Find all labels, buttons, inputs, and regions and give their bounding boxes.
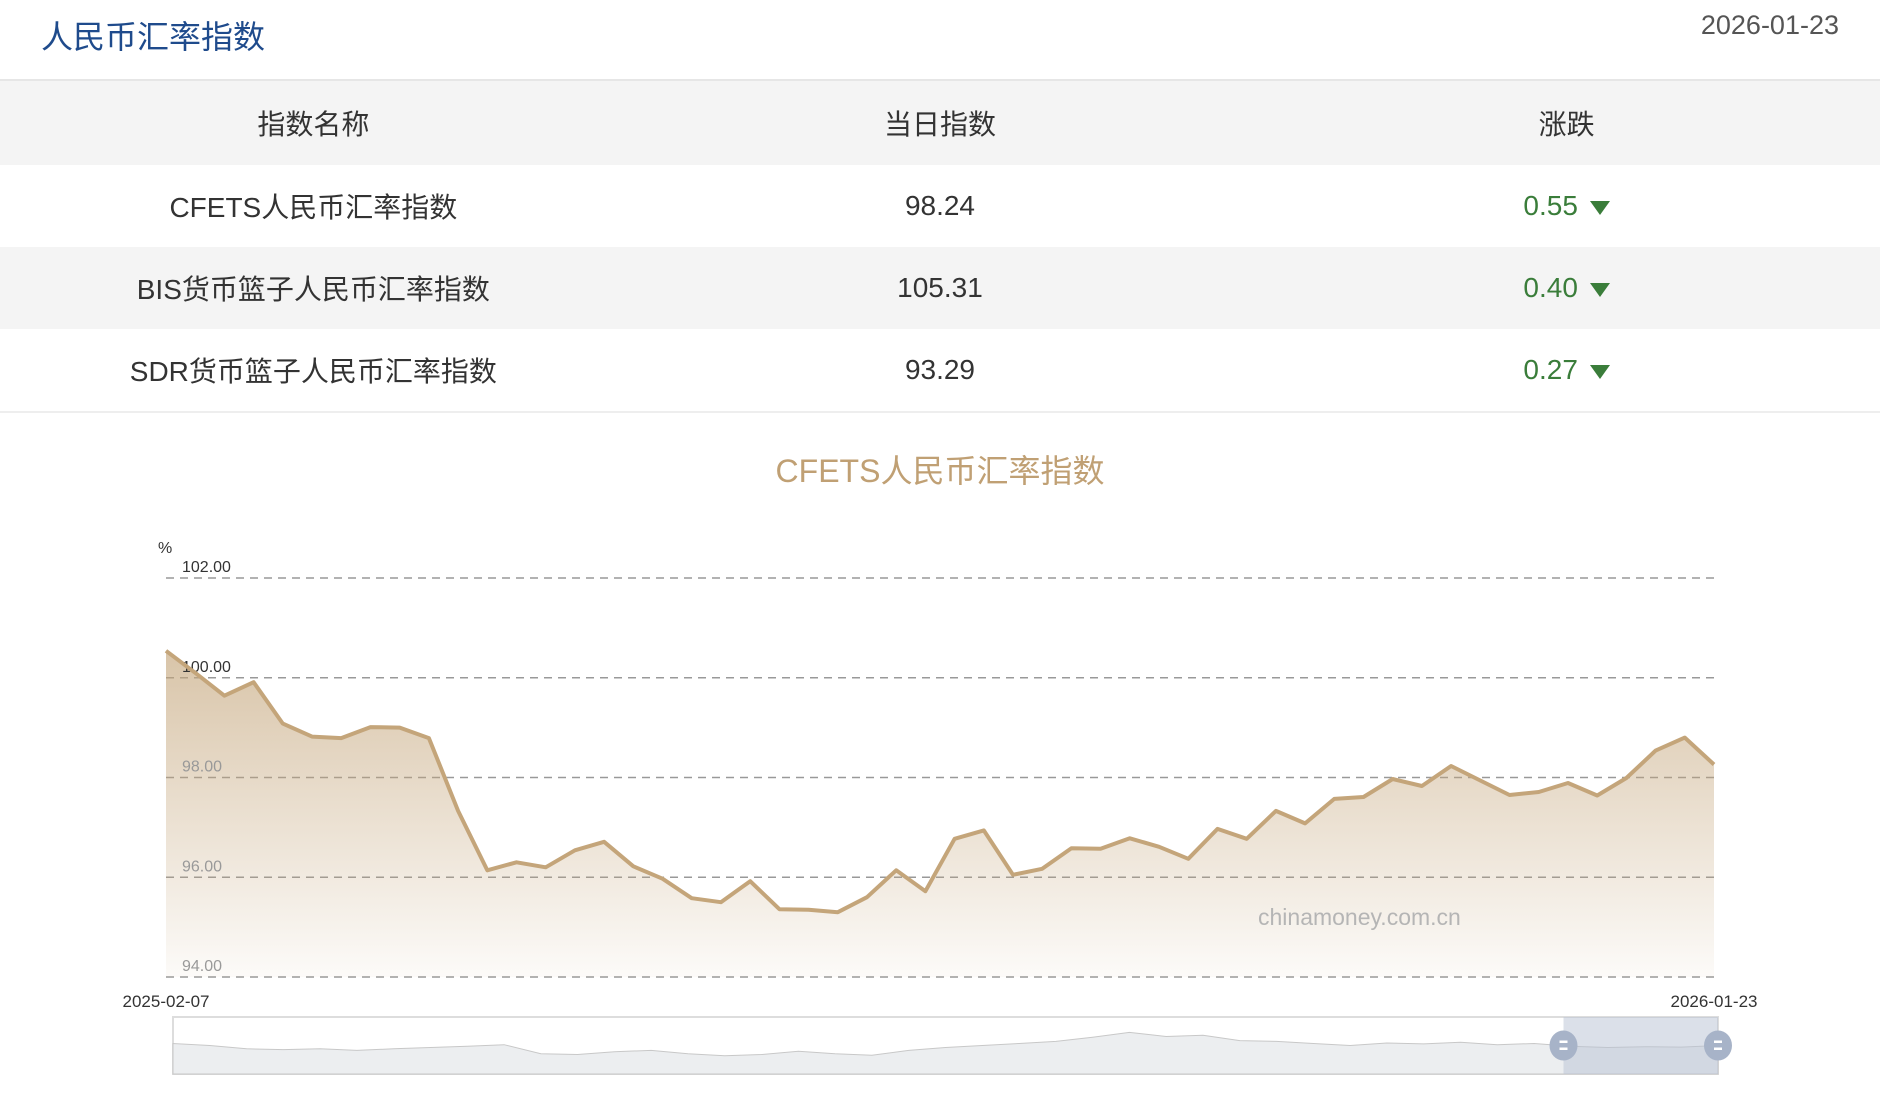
table-row: BIS货币篮子人民币汇率指数 105.31 0.40 bbox=[0, 247, 1880, 329]
x-tick-end: 2026-01-23 bbox=[1671, 992, 1758, 1011]
y-tick-label: 98.00 bbox=[182, 759, 222, 776]
data-zoom-slider[interactable] bbox=[172, 1016, 1732, 1075]
index-name: CFETS人民币汇率指数 bbox=[169, 192, 458, 223]
divider bbox=[0, 79, 1880, 81]
change-value: 0.55 bbox=[1523, 190, 1578, 221]
index-value: 98.24 bbox=[904, 190, 976, 221]
navigator-window[interactable] bbox=[1563, 1017, 1719, 1074]
column-header-name: 指数名称 bbox=[0, 81, 627, 165]
y-tick-label: 102.00 bbox=[182, 559, 231, 576]
y-tick-label: 96.00 bbox=[182, 858, 222, 875]
y-axis-unit: % bbox=[158, 540, 172, 557]
index-change: 0.27 bbox=[1253, 329, 1880, 413]
index-value: 105.31 bbox=[626, 247, 1254, 329]
table-row: SDR货币篮子人民币汇率指数 93.29 0.27 bbox=[0, 329, 1880, 413]
navigator-handle-left[interactable] bbox=[1549, 1030, 1578, 1061]
index-change: 0.55 bbox=[1253, 165, 1880, 247]
chart-title: CFETS人民币汇率指数 bbox=[775, 453, 1105, 489]
table-row: CFETS人民币汇率指数 98.24 0.55 bbox=[0, 165, 1880, 247]
page-title: 人民币汇率指数 bbox=[41, 19, 266, 55]
y-tick-label: 94.00 bbox=[182, 958, 222, 975]
navigator-overview bbox=[172, 1031, 1719, 1075]
down-triangle-icon bbox=[1589, 282, 1610, 297]
index-name: BIS货币篮子人民币汇率指数 bbox=[0, 247, 627, 329]
date-label: 2026-01-23 bbox=[1700, 10, 1839, 40]
series-line bbox=[164, 649, 1716, 915]
down-triangle-icon bbox=[1589, 200, 1610, 215]
navigator-handle-right[interactable] bbox=[1704, 1030, 1732, 1061]
series-area bbox=[166, 650, 1714, 977]
down-triangle-icon bbox=[1589, 364, 1610, 379]
change-value: 0.40 bbox=[1523, 272, 1578, 303]
change-value: 0.27 bbox=[1523, 354, 1578, 385]
watermark: chinamoney.com.cn bbox=[1258, 904, 1461, 930]
index-name: SDR货币篮子人民币汇率指数 bbox=[0, 329, 627, 413]
x-tick-start: 2025-02-07 bbox=[123, 992, 210, 1011]
column-header-change: 涨跌 bbox=[1253, 81, 1880, 165]
index-value: 93.29 bbox=[626, 329, 1254, 413]
column-header-value: 当日指数 bbox=[626, 81, 1254, 165]
index-change: 0.40 bbox=[1253, 247, 1880, 329]
index-table: 指数名称 当日指数 涨跌 CFETS人民币汇率指数 98.24 0.55 BIS… bbox=[0, 81, 1880, 413]
